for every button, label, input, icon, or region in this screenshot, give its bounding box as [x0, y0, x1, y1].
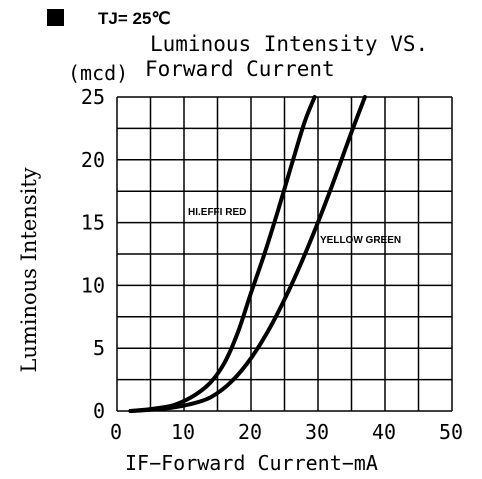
x-tick-label: 40 — [372, 420, 396, 444]
condition-square-marker — [47, 9, 64, 26]
x-tick-label: 30 — [305, 420, 329, 444]
y-axis-label: Luminous Intensity — [17, 167, 41, 372]
y-tick-label: 0 — [93, 399, 105, 423]
x-tick-label: 0 — [110, 420, 122, 444]
x-tick-label: 50 — [439, 420, 463, 444]
x-tick-label: 20 — [238, 420, 262, 444]
series-line-yellow-green — [128, 95, 367, 413]
y-tick-labels: 0 5 10 15 20 25 — [81, 85, 105, 423]
series-label-green: YELLOW GREEN — [320, 235, 401, 246]
y-tick-label: 25 — [81, 85, 105, 109]
y-tick-label: 5 — [93, 336, 105, 360]
y-tick-label: 15 — [81, 211, 105, 235]
series-line-hi-effi-red — [128, 95, 317, 413]
chart-title-line2: Forward Current — [145, 57, 335, 81]
unit-label: (mcd) — [68, 61, 128, 85]
x-axis-label: IF−Forward Current−mA — [125, 451, 378, 475]
chart-title-line1: Luminous Intensity VS. — [150, 32, 428, 56]
series-label-red: HI.EFFI RED — [188, 207, 246, 218]
y-tick-label: 10 — [81, 273, 105, 297]
series-lines — [128, 95, 367, 413]
condition-label: TJ= 25℃ — [98, 9, 171, 28]
x-tick-label: 10 — [171, 420, 195, 444]
y-tick-label: 20 — [81, 148, 105, 172]
grid — [116, 96, 453, 412]
x-tick-labels: 0 10 20 30 40 50 — [110, 420, 463, 444]
